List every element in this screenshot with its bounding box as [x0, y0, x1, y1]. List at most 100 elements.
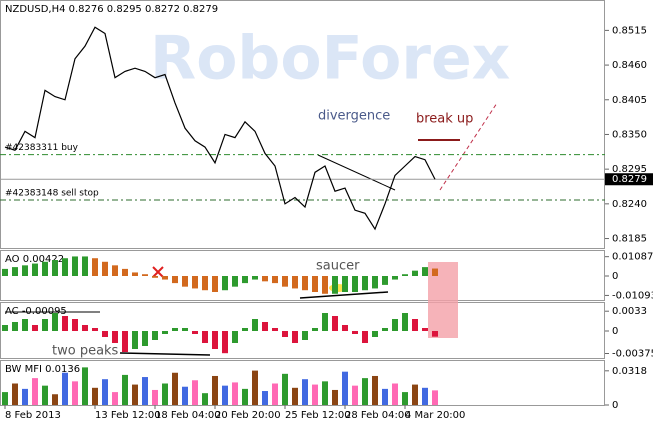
- bar: [402, 392, 408, 405]
- bar: [82, 367, 88, 405]
- bar: [382, 276, 388, 285]
- x-tick-label: 8 Feb 2013: [5, 410, 61, 421]
- bar: [412, 319, 418, 331]
- bar: [262, 391, 268, 405]
- bar: [272, 328, 278, 331]
- annotation: two peaks: [52, 344, 119, 359]
- bar: [32, 263, 38, 276]
- bar: [42, 261, 48, 276]
- bar: [352, 276, 358, 292]
- bar: [302, 276, 308, 291]
- bar: [122, 331, 128, 352]
- bar: [72, 256, 78, 276]
- bar: [72, 319, 78, 331]
- bar: [232, 276, 238, 287]
- bar: [422, 387, 428, 405]
- bar: [232, 382, 238, 405]
- bar: [82, 325, 88, 331]
- x-tick-label: 25 Feb 12:00: [285, 410, 351, 421]
- bar: [382, 388, 388, 405]
- bar: [72, 381, 78, 405]
- bar: [122, 374, 128, 405]
- bar: [192, 380, 198, 405]
- bar: [412, 270, 418, 276]
- bar: [92, 258, 98, 276]
- bar: [222, 331, 228, 354]
- x-tick-label: 13 Feb 12:00: [95, 410, 161, 421]
- bar: [52, 394, 58, 405]
- y-tick-label: -0.01093: [612, 290, 653, 301]
- y-tick-label: 0.8405: [612, 95, 647, 106]
- bar: [102, 331, 108, 337]
- bar: [152, 331, 158, 340]
- bar: [142, 377, 148, 405]
- bar: [292, 276, 298, 289]
- watermark: RoboForex: [150, 24, 510, 94]
- bar: [132, 384, 138, 405]
- bar: [262, 322, 268, 331]
- bar: [332, 276, 338, 294]
- main-pane: [0, 0, 605, 249]
- bar: [82, 256, 88, 276]
- y-tick-label: 0.8240: [612, 199, 647, 210]
- bar: [172, 276, 178, 284]
- bar: [112, 265, 118, 276]
- bar: [252, 276, 258, 280]
- cross-mark: [152, 266, 164, 278]
- bar: [292, 331, 298, 343]
- bar: [162, 276, 168, 280]
- bar: [162, 331, 168, 334]
- y-tick-label: 0.8460: [612, 60, 647, 71]
- bar: [222, 276, 228, 291]
- y-tick-label: -0.00375: [612, 349, 653, 360]
- pane-title: BW MFI 0.0136: [5, 364, 80, 375]
- bar: [132, 331, 138, 349]
- peaks-line: [119, 352, 211, 356]
- bar: [12, 383, 18, 405]
- bar: [222, 385, 228, 405]
- bar: [252, 370, 258, 405]
- bar: [172, 328, 178, 331]
- bar: [22, 319, 28, 331]
- bar: [372, 276, 378, 289]
- bar: [372, 375, 378, 405]
- bar: [282, 331, 288, 337]
- ao-pane: [0, 250, 605, 301]
- bar: [362, 378, 368, 405]
- bar: [342, 325, 348, 331]
- order-label: #42383148 sell stop: [5, 189, 99, 199]
- bar: [382, 328, 388, 331]
- bar: [102, 261, 108, 276]
- order-label: #42383311 buy: [5, 143, 79, 153]
- bar: [2, 268, 8, 276]
- divergence-line: [317, 154, 396, 191]
- bar: [302, 331, 308, 340]
- bar: [332, 316, 338, 331]
- bar: [172, 372, 178, 405]
- bar: [22, 265, 28, 276]
- bar: [2, 392, 8, 405]
- bar: [112, 392, 118, 405]
- bar: [302, 379, 308, 405]
- y-tick-label: 0.0033: [612, 306, 647, 317]
- bar: [22, 388, 28, 405]
- bar: [12, 267, 18, 276]
- last-price-box: [605, 173, 653, 186]
- x-tick-label: 28 Feb 04:00: [345, 410, 411, 421]
- bar: [202, 393, 208, 405]
- bar: [332, 389, 338, 405]
- x-tick-label: 18 Feb 04:00: [155, 410, 221, 421]
- price-line: [4, 26, 436, 231]
- pane-title: AO 0.00422: [5, 254, 64, 265]
- bar: [342, 276, 348, 292]
- bar: [182, 328, 188, 331]
- bar: [292, 387, 298, 405]
- bar: [242, 328, 248, 331]
- x-tick-label: 4 Mar 20:00: [405, 410, 465, 421]
- bar: [202, 276, 208, 291]
- annotation: saucer: [316, 259, 360, 274]
- bar: [32, 325, 38, 331]
- bar: [322, 381, 328, 405]
- bar: [142, 274, 148, 276]
- bar: [362, 276, 368, 291]
